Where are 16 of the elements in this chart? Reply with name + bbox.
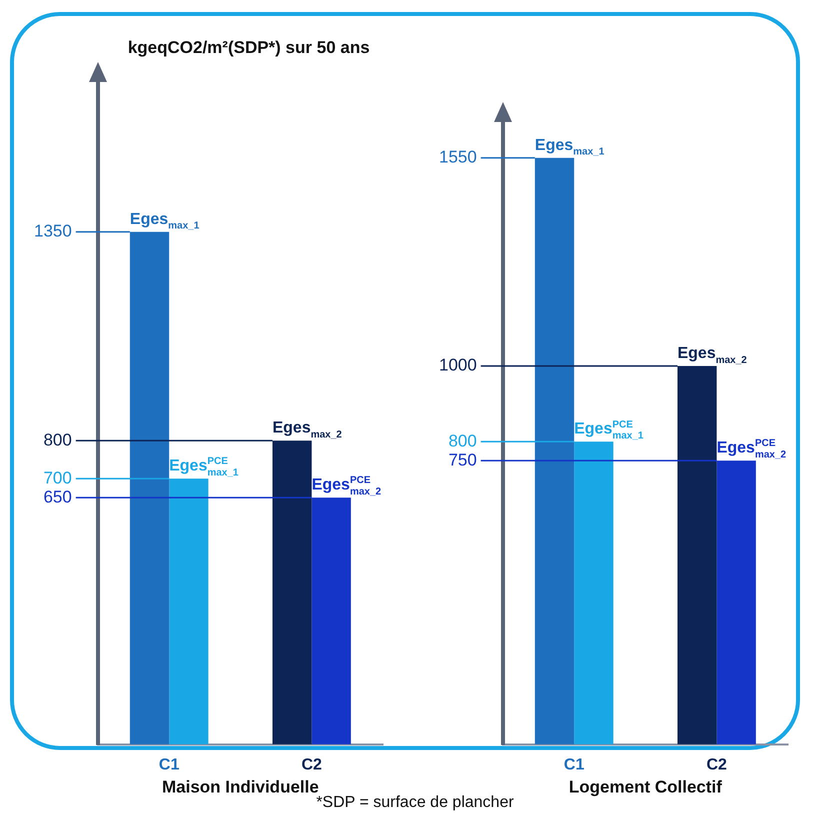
y-tick-label: 700 [43,468,72,488]
x-tick-label: C1 [158,756,180,774]
y-tick-label: 750 [448,450,477,470]
x-tick-label: C2 [706,756,728,774]
y-tick-label: 800 [448,431,477,450]
x-tick-label: C2 [301,756,322,774]
x-axis-title: Logement Collectif [568,777,722,796]
y-tick-label: 1000 [438,356,477,375]
y-tick-label: 1350 [34,222,72,241]
y-tick-label: 800 [43,430,72,450]
y-axis-title: kgeqCO2/m²(SDP*) sur 50 ans [128,38,370,58]
y-tick-label: 650 [43,487,72,506]
x-tick-label: C1 [564,756,584,774]
text: *SDP = surface de plancher [316,794,514,811]
x-axis-title: Maison Individuelle [162,777,319,796]
y-tick-label: 1550 [438,148,477,167]
